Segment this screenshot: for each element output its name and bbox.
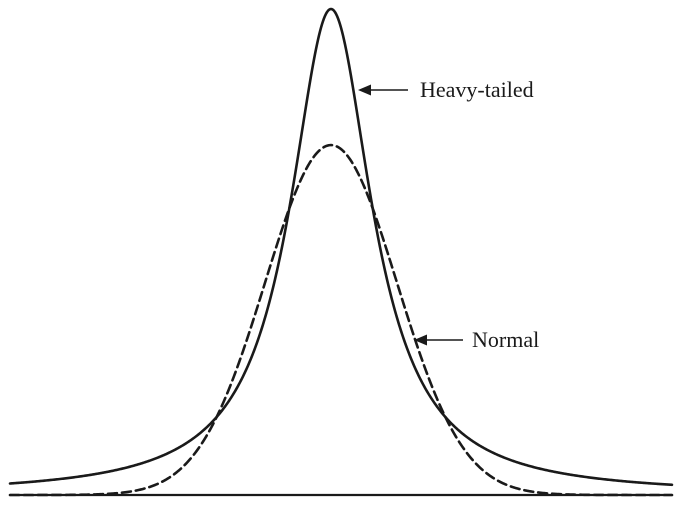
heavy-tailed-arrow-head: [358, 84, 371, 96]
normal-annotation: Normal: [414, 327, 539, 352]
normal-label: Normal: [472, 327, 539, 352]
heavy-tailed-annotation: Heavy-tailed: [358, 77, 534, 102]
heavy-tailed-label: Heavy-tailed: [420, 77, 534, 102]
normal-arrow-head: [414, 334, 427, 346]
normal-curve: [8, 143, 674, 497]
heavy-tailed-curve: [8, 7, 674, 487]
